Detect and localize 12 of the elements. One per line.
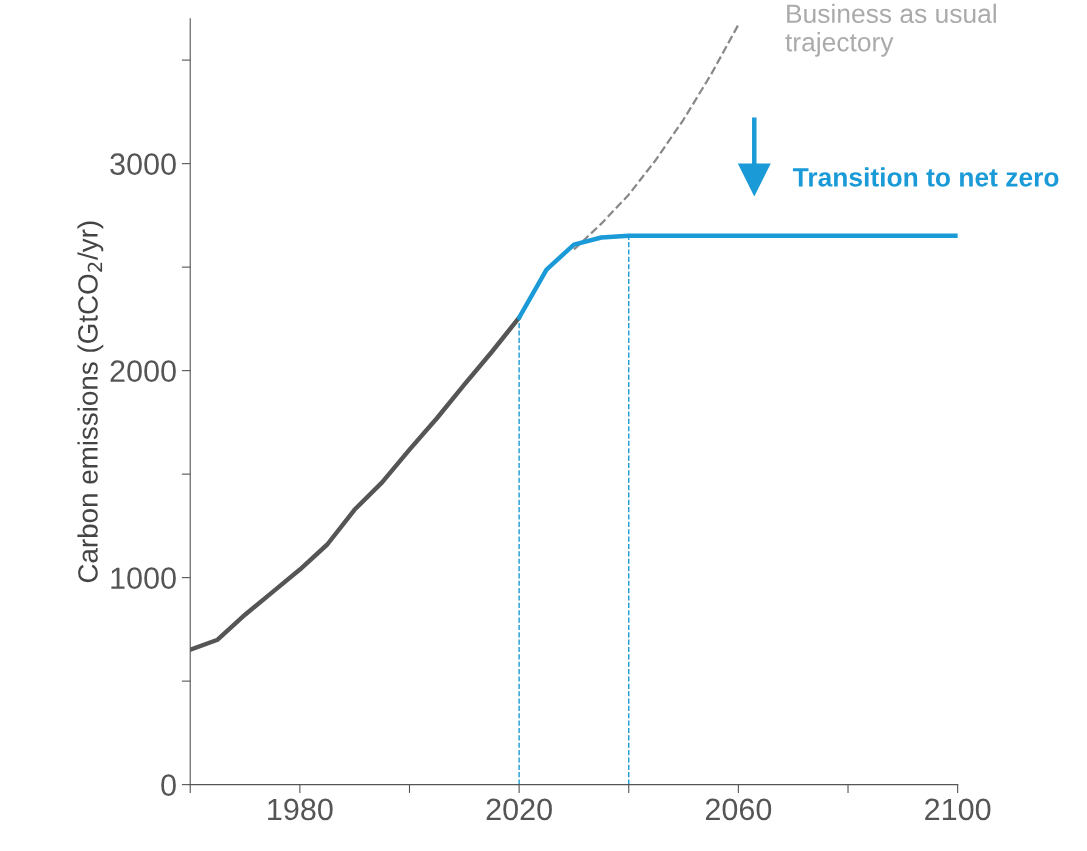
x-tick-label: 2100	[925, 798, 991, 821]
annotation: Business as usual trajectory	[785, 3, 996, 57]
annotation: Transition to net zero	[792, 167, 1059, 187]
y-tick-label: 0	[161, 774, 176, 796]
y-tick-label: 2000	[110, 360, 176, 382]
x-tick-label: 1980	[268, 798, 333, 821]
line-series	[572, 23, 740, 251]
x-tick-label: 2060	[705, 798, 772, 821]
y-tick-label: 1000	[111, 567, 176, 589]
y-axis-title: Carbon emissions (GtCO$_{2}$/yr)	[77, 221, 104, 583]
y-tick-label: 3000	[110, 153, 176, 175]
x-tick-label: 2020	[486, 798, 552, 821]
